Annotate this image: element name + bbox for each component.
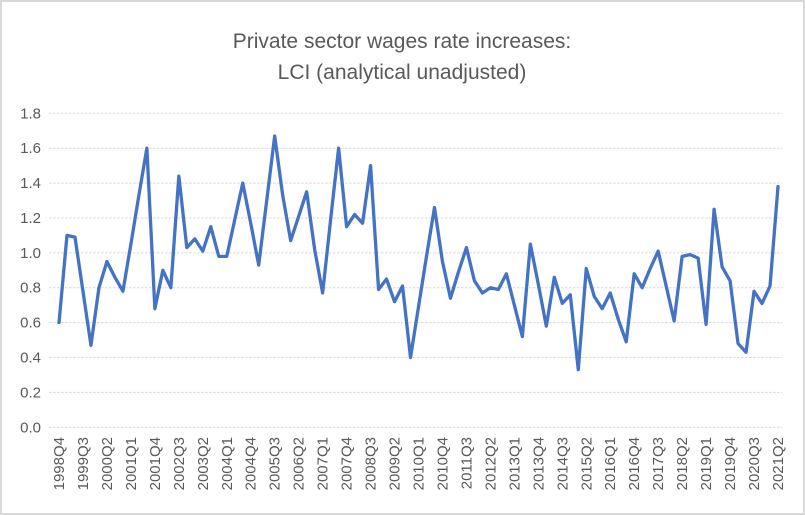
y-axis-tick-label: 0.4	[20, 350, 41, 367]
x-axis-tick-label: 2016Q1	[602, 437, 619, 490]
x-axis-tick-label: 2008Q3	[363, 437, 380, 490]
x-axis-tick-label: 2013Q4	[530, 437, 547, 490]
x-axis-tick-label: 2010Q1	[411, 437, 428, 490]
x-axis-tick-label: 2017Q3	[650, 437, 667, 490]
x-axis-tick-label: 2005Q3	[267, 437, 284, 490]
x-axis-tick-label: 2014Q3	[554, 437, 571, 490]
x-axis-tick-label: 1999Q3	[75, 437, 92, 490]
x-axis-tick-label: 2004Q1	[219, 437, 236, 490]
x-axis-tick-label: 2007Q4	[339, 437, 356, 490]
x-axis-tick-label: 2011Q3	[458, 437, 475, 489]
x-axis-tick-label: 2000Q2	[99, 437, 116, 490]
x-axis-tick-labels: 1998Q4 1999Q3 2000Q2 2001Q1 2001Q4 2002Q3 2003…	[51, 437, 787, 490]
y-axis-tick-label: 0.0	[20, 419, 41, 436]
x-axis-tick-label: 2002Q3	[171, 437, 188, 490]
y-axis-tick-labels: 0.0 0.2 0.4 0.6 0.8 1.0 1.2 1.4 1.6 1.8	[20, 105, 41, 436]
x-axis-tick-label: 2012Q2	[482, 437, 499, 490]
y-axis-tick-label: 0.2	[20, 384, 41, 401]
x-axis-tick-label: 2019Q4	[722, 437, 739, 490]
x-axis-tick-label: 2003Q2	[195, 437, 212, 490]
y-axis-tick-label: 1.4	[20, 175, 41, 192]
x-axis-tick-label: 2007Q1	[315, 437, 332, 490]
x-axis-tick-label: 2001Q1	[123, 437, 140, 490]
chart-title-line-1: Private sector wages rate increases:	[233, 30, 571, 53]
lci-wage-rate-line	[57, 134, 780, 372]
chart-title-line-2: LCI (analytical unadjusted)	[278, 61, 527, 84]
y-axis-tick-label: 1.2	[20, 210, 41, 227]
x-axis-tick-label: 2001Q4	[147, 437, 164, 490]
x-axis-tick-label: 2015Q2	[578, 437, 595, 490]
x-axis-tick-label: 2010Q4	[434, 437, 451, 490]
y-axis-tick-label: 1.0	[20, 245, 41, 262]
x-axis-tick-label: 2021Q2	[770, 437, 787, 490]
y-axis-tick-label: 0.8	[20, 280, 41, 297]
x-axis-tick-label: 2019Q1	[698, 437, 715, 490]
y-axis-tick-label: 1.8	[20, 105, 41, 122]
x-axis-tick-label: 2009Q2	[387, 437, 404, 490]
series-group	[57, 134, 780, 372]
x-axis-tick-label: 2018Q2	[674, 437, 691, 490]
x-axis-tick-label: 2020Q3	[746, 437, 763, 490]
gridlines-group	[49, 112, 782, 428]
x-axis-tick-label: 2016Q4	[626, 437, 643, 490]
x-axis-tick-label: 2004Q4	[243, 437, 260, 490]
y-axis-tick-label: 1.6	[20, 140, 41, 157]
x-axis-tick-label: 2013Q1	[506, 437, 523, 490]
x-axis-tick-label: 1998Q4	[51, 437, 68, 490]
y-axis-tick-label: 0.6	[20, 315, 41, 332]
x-axis-tick-label: 2006Q2	[291, 437, 308, 490]
